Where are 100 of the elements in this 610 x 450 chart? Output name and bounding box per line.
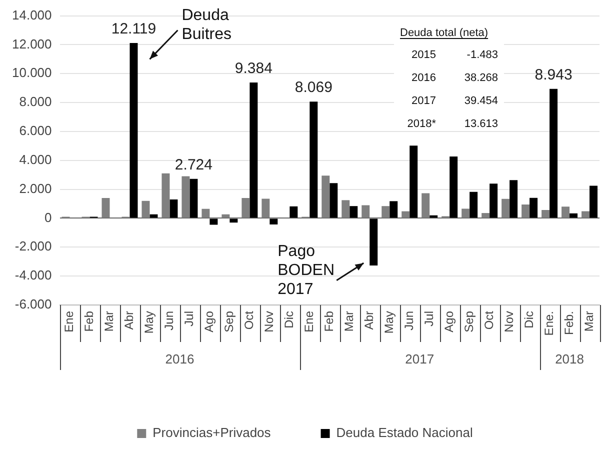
annotation: 2015 — [412, 49, 436, 61]
annotation: 2016 — [412, 72, 436, 84]
bar — [182, 176, 190, 218]
bar — [270, 218, 278, 224]
bar — [410, 146, 418, 218]
legend-label: Provincias+Privados — [152, 425, 272, 440]
x-tick-label: Mar — [342, 311, 356, 332]
x-tick-label: Jun — [162, 311, 176, 330]
x-tick-label: Abr — [122, 311, 136, 330]
annotation: Pago BODEN 2017 — [278, 242, 335, 298]
bar — [402, 211, 410, 218]
x-tick-label: Jun — [402, 311, 416, 330]
bar — [590, 186, 598, 218]
x-tick-label: Nov — [502, 311, 516, 332]
bar — [570, 213, 578, 218]
x-tick-label: Abr — [362, 311, 376, 330]
bar — [250, 82, 258, 218]
bar — [322, 176, 330, 218]
x-tick-label: Dic — [522, 311, 536, 328]
bar — [130, 43, 138, 218]
bar — [390, 201, 398, 218]
bar — [102, 198, 110, 218]
x-tick-label: Ene. — [542, 311, 556, 336]
bar — [242, 198, 250, 218]
x-tick-label: Feb — [82, 310, 96, 332]
bar — [362, 205, 370, 218]
annotation: 2018* — [407, 118, 437, 130]
x-tick-label: Oct — [242, 310, 256, 330]
y-tick-label: 8.000 — [19, 94, 52, 110]
bar — [462, 208, 470, 218]
bar — [490, 184, 498, 218]
text: 2017 — [405, 352, 434, 367]
x-tick-label: Feb. — [562, 311, 576, 336]
x-tick-label: Mar — [582, 311, 596, 332]
y-tick-label: 6.000 — [19, 123, 52, 138]
bar — [330, 183, 338, 218]
bar — [582, 211, 590, 218]
x-tick-label: Feb — [322, 310, 336, 332]
x-tick-label: Sep — [462, 310, 476, 332]
annotation: 2017 — [412, 95, 436, 107]
y-tick-label: 0 — [44, 210, 52, 225]
y-tick-label: 12.000 — [12, 36, 52, 52]
data-label: 12.119 — [111, 20, 156, 38]
annotation: Deuda Buitres — [182, 6, 232, 43]
bar — [510, 180, 518, 218]
bar — [422, 193, 430, 218]
x-tick-label: Ene — [302, 310, 316, 332]
bar — [562, 206, 570, 218]
bar — [350, 206, 358, 218]
y-tick-label: -4.000 — [14, 268, 52, 283]
bar — [230, 218, 238, 223]
annotation: 39.454 — [464, 95, 498, 107]
x-tick-label: May — [382, 311, 396, 334]
bar — [170, 199, 178, 218]
y-tick-label: -2.000 — [14, 238, 52, 254]
bar — [382, 206, 390, 218]
bar — [262, 198, 270, 218]
x-tick-label: Ago — [202, 310, 216, 332]
bar — [482, 213, 490, 218]
bar — [502, 198, 510, 218]
y-tick-label: 4.000 — [19, 152, 52, 167]
y-tick-label: 10.000 — [12, 65, 52, 80]
data-label: 9.384 — [234, 60, 272, 78]
x-tick-label: Jul — [422, 311, 436, 326]
bar — [210, 218, 218, 225]
bar — [290, 206, 298, 218]
bar — [342, 200, 350, 218]
y-tick-label: 14.000 — [12, 7, 52, 22]
bar — [522, 204, 530, 218]
data-label: 8.943 — [534, 66, 572, 84]
bar — [142, 200, 150, 218]
bar — [550, 88, 558, 218]
x-tick-label: Oct — [482, 310, 496, 330]
bar — [190, 178, 198, 218]
x-tick-label: Ago — [442, 310, 456, 332]
annotation: -1.483 — [466, 49, 498, 61]
x-tick-label: Ene — [62, 310, 76, 332]
bar — [470, 192, 478, 218]
legend-label: Deuda Estado Nacional — [336, 425, 473, 440]
data-label: 2.724 — [174, 156, 212, 174]
text: 2018 — [555, 352, 584, 367]
bar — [530, 198, 538, 218]
data-label: 8.069 — [294, 79, 332, 96]
annotation: 38.268 — [464, 72, 498, 84]
y-tick-label: -6.000 — [14, 296, 52, 312]
y-tick-label: 2.000 — [19, 180, 52, 196]
bar — [370, 218, 378, 266]
bar — [450, 156, 458, 218]
x-tick-label: Dic — [282, 311, 296, 328]
bar — [542, 210, 550, 218]
text: 2016 — [165, 352, 194, 367]
x-tick-label: May — [142, 311, 156, 334]
bar — [162, 173, 170, 218]
x-tick-label: Jul — [182, 311, 196, 326]
bar — [310, 102, 318, 218]
x-tick-label: Mar — [102, 311, 116, 332]
annotation: Deuda total (neta) — [400, 27, 488, 39]
x-tick-label: Sep — [222, 310, 236, 332]
x-tick-label: Nov — [262, 311, 276, 332]
bar — [202, 208, 210, 218]
